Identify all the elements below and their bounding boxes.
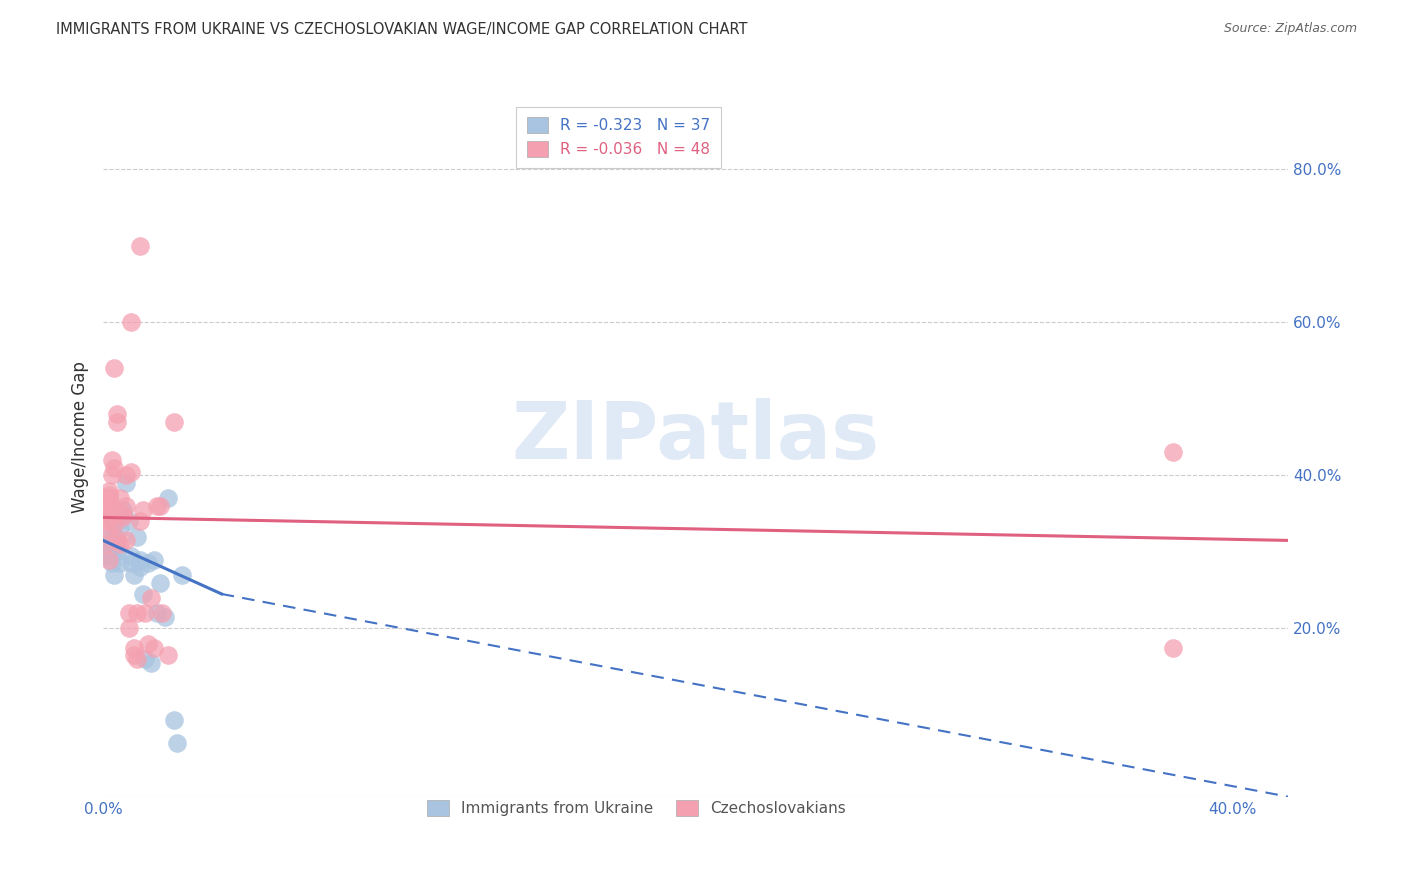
Point xyxy=(100,557,122,571)
Point xyxy=(100,507,122,521)
Point xyxy=(97,537,120,551)
Point xyxy=(114,533,136,548)
Point xyxy=(128,552,150,566)
Point xyxy=(148,499,170,513)
Point xyxy=(97,487,120,501)
Text: Source: ZipAtlas.com: Source: ZipAtlas.com xyxy=(1223,22,1357,36)
Point xyxy=(108,491,131,506)
Point xyxy=(114,499,136,513)
Point xyxy=(142,552,165,566)
Point xyxy=(120,315,142,329)
Point xyxy=(97,491,120,506)
Point xyxy=(1161,640,1184,655)
Point xyxy=(103,518,125,533)
Point xyxy=(128,239,150,253)
Point xyxy=(114,476,136,491)
Point xyxy=(131,587,153,601)
Point xyxy=(111,510,134,524)
Point xyxy=(136,557,159,571)
Point xyxy=(94,499,117,513)
Point xyxy=(134,606,156,620)
Point xyxy=(108,557,131,571)
Point xyxy=(105,533,128,548)
Point xyxy=(136,637,159,651)
Y-axis label: Wage/Income Gap: Wage/Income Gap xyxy=(72,361,89,513)
Point xyxy=(120,465,142,479)
Point xyxy=(97,530,120,544)
Point xyxy=(163,713,186,727)
Point xyxy=(105,545,128,559)
Point xyxy=(155,610,177,624)
Point xyxy=(114,468,136,483)
Point xyxy=(145,499,167,513)
Point xyxy=(100,453,122,467)
Point xyxy=(163,415,186,429)
Legend: Immigrants from Ukraine, Czechoslovakians: Immigrants from Ukraine, Czechoslovakian… xyxy=(418,791,855,825)
Point xyxy=(125,606,148,620)
Point xyxy=(100,468,122,483)
Point xyxy=(94,514,117,528)
Point xyxy=(157,491,180,506)
Point xyxy=(117,622,139,636)
Point xyxy=(108,537,131,551)
Point xyxy=(125,530,148,544)
Text: ZIPatlas: ZIPatlas xyxy=(512,398,880,476)
Point xyxy=(100,549,122,563)
Point xyxy=(103,525,125,540)
Point xyxy=(94,549,117,563)
Point xyxy=(111,503,134,517)
Point xyxy=(120,549,142,563)
Point xyxy=(100,499,122,513)
Point xyxy=(108,510,131,524)
Point xyxy=(111,507,134,521)
Point xyxy=(139,591,162,605)
Point xyxy=(105,533,128,548)
Text: IMMIGRANTS FROM UKRAINE VS CZECHOSLOVAKIAN WAGE/INCOME GAP CORRELATION CHART: IMMIGRANTS FROM UKRAINE VS CZECHOSLOVAKI… xyxy=(56,22,748,37)
Point xyxy=(122,648,145,663)
Point xyxy=(128,514,150,528)
Point xyxy=(97,522,120,536)
Point xyxy=(139,656,162,670)
Point xyxy=(94,541,117,555)
Point xyxy=(105,415,128,429)
Point xyxy=(103,361,125,376)
Point xyxy=(97,552,120,566)
Point xyxy=(122,567,145,582)
Point xyxy=(97,483,120,498)
Point xyxy=(111,507,134,521)
Point xyxy=(117,514,139,528)
Point xyxy=(108,522,131,536)
Point xyxy=(134,652,156,666)
Point xyxy=(172,567,194,582)
Point xyxy=(1161,445,1184,459)
Point xyxy=(166,736,188,750)
Point xyxy=(103,567,125,582)
Point xyxy=(122,640,145,655)
Point xyxy=(128,560,150,574)
Point xyxy=(131,503,153,517)
Point xyxy=(117,606,139,620)
Point xyxy=(125,652,148,666)
Point xyxy=(100,514,122,528)
Point xyxy=(103,460,125,475)
Point xyxy=(120,557,142,571)
Point xyxy=(94,507,117,521)
Point xyxy=(157,648,180,663)
Point xyxy=(105,407,128,421)
Point xyxy=(94,537,117,551)
Point xyxy=(142,640,165,655)
Point xyxy=(148,575,170,590)
Point xyxy=(152,606,174,620)
Point xyxy=(145,606,167,620)
Point xyxy=(105,537,128,551)
